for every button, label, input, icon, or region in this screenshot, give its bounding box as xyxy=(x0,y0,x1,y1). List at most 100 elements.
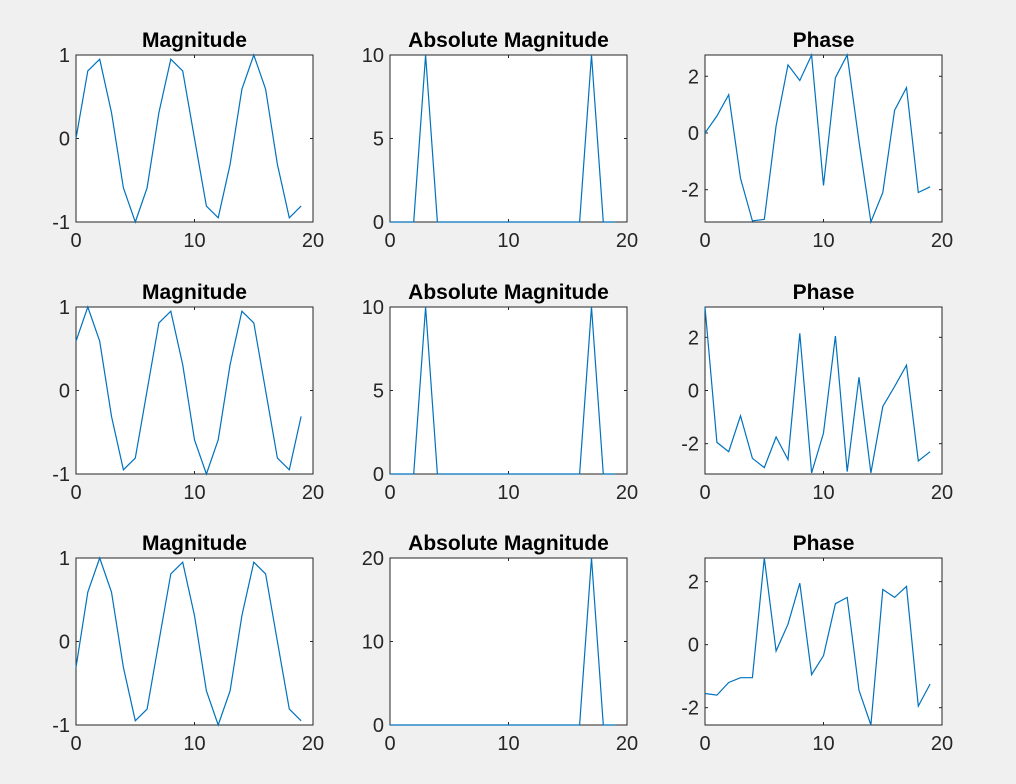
y-tick-label: 5 xyxy=(373,129,384,151)
data-point xyxy=(229,163,231,165)
data-point xyxy=(740,415,742,417)
data-point xyxy=(158,322,160,324)
data-point xyxy=(134,457,136,459)
data-point xyxy=(508,473,510,475)
data-point xyxy=(496,724,498,726)
plot-area xyxy=(389,54,628,223)
data-point xyxy=(799,332,801,334)
data-point xyxy=(834,77,836,79)
data-point xyxy=(740,177,742,179)
y-tick-label: 0 xyxy=(688,381,699,403)
data-point xyxy=(894,596,896,598)
data-point xyxy=(472,473,474,475)
data-point xyxy=(929,186,931,188)
data-point xyxy=(763,467,765,469)
y-tick-label: 5 xyxy=(373,381,384,403)
data-point xyxy=(894,109,896,111)
data-point xyxy=(751,220,753,222)
plot-area xyxy=(704,54,943,223)
x-tick-label: 0 xyxy=(384,733,395,755)
data-point xyxy=(728,451,730,453)
data-point xyxy=(602,221,604,223)
x-tick-label: 10 xyxy=(812,482,834,504)
x-tick-label: 0 xyxy=(384,230,395,252)
y-tick-label: 2 xyxy=(688,327,699,349)
data-point xyxy=(531,473,533,475)
data-point xyxy=(799,582,801,584)
y-tick-label: 0 xyxy=(688,635,699,657)
data-point xyxy=(122,666,124,668)
data-point xyxy=(460,724,462,726)
y-tick-label: 2 xyxy=(688,66,699,88)
x-tick-label: 20 xyxy=(302,482,324,504)
data-point xyxy=(602,473,604,475)
data-point xyxy=(531,724,533,726)
subplot-title: Absolute Magnitude xyxy=(408,29,609,52)
data-point xyxy=(205,473,207,475)
data-point xyxy=(87,306,89,308)
data-point xyxy=(87,591,89,593)
data-point xyxy=(870,472,872,474)
data-point xyxy=(134,720,136,722)
data-point xyxy=(182,70,184,72)
data-point xyxy=(787,64,789,66)
data-point xyxy=(763,218,765,220)
y-tick-label: 0 xyxy=(373,212,384,234)
data-point xyxy=(787,623,789,625)
data-point xyxy=(834,603,836,605)
data-point xyxy=(401,473,403,475)
data-point xyxy=(716,441,718,443)
data-point xyxy=(543,724,545,726)
data-point xyxy=(122,469,124,471)
data-point xyxy=(543,473,545,475)
data-point xyxy=(882,192,884,194)
data-point xyxy=(146,708,148,710)
data-point xyxy=(906,364,908,366)
series-line xyxy=(75,556,302,727)
data-point xyxy=(170,310,172,312)
x-tick-label: 10 xyxy=(812,733,834,755)
data-point xyxy=(205,690,207,692)
data-point xyxy=(929,683,931,685)
data-point xyxy=(496,221,498,223)
data-point xyxy=(111,415,113,417)
data-point xyxy=(567,473,569,475)
data-point xyxy=(99,58,101,60)
data-point xyxy=(111,112,113,114)
y-tick-label: 1 xyxy=(59,548,70,570)
data-point xyxy=(300,720,302,722)
data-point xyxy=(811,54,813,56)
data-point xyxy=(882,406,884,408)
data-point xyxy=(217,724,219,726)
y-tick-label: -2 xyxy=(681,180,699,202)
x-tick-label: 20 xyxy=(616,482,638,504)
data-point xyxy=(917,460,919,462)
y-tick-label: 0 xyxy=(59,381,70,403)
data-point xyxy=(288,469,290,471)
data-point xyxy=(229,690,231,692)
data-point xyxy=(122,187,124,189)
data-point xyxy=(288,708,290,710)
data-point xyxy=(728,682,730,684)
x-tick-label: 10 xyxy=(497,733,519,755)
x-tick-label: 10 xyxy=(497,482,519,504)
data-point xyxy=(111,591,113,593)
x-tick-label: 10 xyxy=(497,230,519,252)
data-point xyxy=(846,54,848,56)
x-tick-label: 0 xyxy=(70,230,81,252)
x-tick-label: 20 xyxy=(931,733,953,755)
data-point xyxy=(846,596,848,598)
subplot-title: Absolute Magnitude xyxy=(408,281,609,304)
data-point xyxy=(917,705,919,707)
data-point xyxy=(436,221,438,223)
data-point xyxy=(288,217,290,219)
data-point xyxy=(775,125,777,127)
data-point xyxy=(579,221,581,223)
data-point xyxy=(253,54,255,56)
data-point xyxy=(775,436,777,438)
data-point xyxy=(425,724,427,726)
data-point xyxy=(389,221,391,223)
subplot-title: Phase xyxy=(793,29,855,52)
data-point xyxy=(929,451,931,453)
